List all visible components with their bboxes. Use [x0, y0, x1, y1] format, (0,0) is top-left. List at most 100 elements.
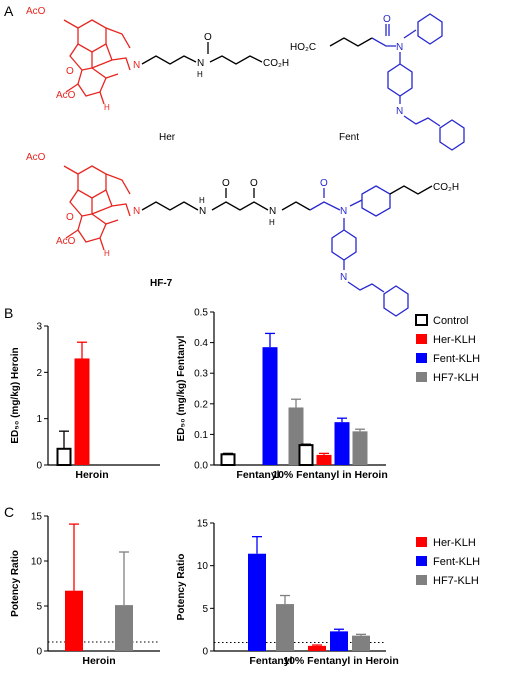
hf7-amide1-n: N	[199, 206, 206, 217]
her-aco-bottom: AcO	[56, 90, 76, 101]
legend-b-label-her: Her-KLH	[433, 334, 476, 346]
her-h: H	[104, 103, 110, 112]
category-label-heroin: Heroin	[82, 655, 115, 667]
bar-hf7-klh-10-fentanyl-in-heroin	[352, 635, 370, 651]
her-amide-n: N	[197, 58, 204, 69]
category-label-heroin: Heroin	[75, 469, 108, 481]
legend-b-swatch-fent	[416, 353, 427, 363]
y-axis-label: ED₅₀ (mg/kg) Heroin	[10, 347, 21, 443]
category-label-fentanyl: Fentanyl	[249, 655, 292, 667]
hf7-aco-top: AcO	[26, 152, 46, 163]
her-linker	[141, 42, 263, 65]
legend-b-swatch-control	[415, 314, 428, 326]
bar-control-heroin	[56, 447, 72, 466]
hf7-morphinan-core	[63, 165, 131, 251]
fent-o: O	[383, 14, 391, 25]
hf7-amide1-o: O	[222, 178, 230, 189]
bar-her-klh-heroin	[65, 590, 83, 651]
hf7-pip-n: N	[340, 272, 347, 283]
her-name: Her	[159, 132, 176, 143]
legend-c-swatch-hf7	[416, 575, 427, 585]
legend-c-label-hf7: HF7-KLH	[433, 575, 479, 587]
structure-fent: HO₂C O N N Fent	[290, 13, 465, 151]
category-label-10-fentanyl-in-heroin: 10% Fentanyl in Heroin	[283, 655, 399, 667]
y-tick-label: 2	[36, 368, 42, 379]
y-tick-label: 0.3	[194, 369, 208, 380]
her-n: N	[133, 60, 140, 71]
legend-b-label-fent: Fent-KLH	[433, 353, 480, 365]
y-tick-label: 15	[197, 519, 209, 530]
fent-amide-n: N	[396, 42, 403, 53]
her-amide-h: H	[197, 70, 203, 79]
hf7-co2h: CO₂H	[433, 182, 459, 193]
bar-fent-klh-fentanyl	[248, 553, 266, 651]
her-ring-o: O	[66, 66, 74, 77]
bar-hf7-klh-fentanyl	[276, 604, 294, 651]
bar-control-10-fentanyl-in-heroin	[298, 444, 314, 466]
chart-b-heroin: 0 1 2 3 ED₅₀ (mg/kg) Heroin Heroin	[10, 322, 160, 481]
y-axis-label: Potency Ratio	[176, 554, 187, 621]
panel-letter-c: C	[4, 504, 14, 520]
bar-hf7-klh-heroin	[115, 605, 133, 651]
legend-c-label-fent: Fent-KLH	[433, 556, 480, 568]
bar-control-fentanyl	[220, 453, 236, 467]
hf7-amide2-o: O	[250, 178, 258, 189]
hf7-acid-chain	[389, 185, 433, 195]
her-co2h: CO₂H	[263, 58, 289, 69]
y-tick-label: 5	[202, 604, 208, 615]
hf7-amide1-h: H	[199, 196, 205, 205]
category-label-10-fentanyl-in-heroin: 10% Fentanyl in Heroin	[272, 469, 388, 481]
hf7-amide3-n: N	[340, 206, 347, 217]
legend-b-swatch-hf7	[416, 372, 427, 382]
hf7-aco-bottom: AcO	[56, 236, 76, 247]
bar-fent-klh-10-fentanyl-in-heroin	[330, 631, 348, 651]
y-tick-label: 15	[31, 512, 43, 523]
fent-ho2c: HO₂C	[290, 42, 316, 53]
chart-c-heroin: 0 5 10 15 Potency Ratio Heroin	[10, 512, 160, 667]
y-tick-label: 3	[36, 322, 42, 333]
y-tick-label: 0.5	[194, 308, 208, 319]
y-tick-label: 0.4	[194, 338, 208, 349]
bar-her-klh-heroin	[74, 358, 90, 465]
category-label-fentanyl: Fentanyl	[236, 469, 279, 481]
structure-hf7: AcO O AcO N H N H O O N H O N N CO₂H HF-…	[26, 152, 459, 317]
her-morphinan-core	[63, 19, 131, 105]
y-tick-label: 0	[36, 647, 42, 658]
panel-letter-a: A	[4, 3, 14, 19]
hf7-amide2-h: H	[269, 218, 275, 227]
bar-fent-klh-fentanyl	[262, 347, 278, 465]
hf7-h: H	[104, 249, 110, 258]
hf7-amide2-n: N	[269, 206, 276, 217]
hf7-name: HF-7	[150, 278, 173, 289]
hf7-amide3-o: O	[320, 178, 328, 189]
legend-b: Control Her-KLH Fent-KLH HF7-KLH	[415, 314, 480, 384]
y-tick-label: 0	[202, 647, 208, 658]
her-amide-o: O	[204, 32, 212, 43]
legend-c-label-her: Her-KLH	[433, 537, 476, 549]
legend-c-swatch-fent	[416, 556, 427, 566]
legend-c-swatch-her	[416, 537, 427, 547]
y-tick-label: 0.1	[194, 430, 208, 441]
y-tick-label: 10	[31, 557, 43, 568]
bar-her-klh-10-fentanyl-in-heroin	[308, 645, 326, 651]
hf7-n: N	[133, 206, 140, 217]
legend-c: Her-KLH Fent-KLH HF7-KLH	[416, 537, 480, 587]
y-tick-label: 10	[197, 561, 209, 572]
y-tick-label: 5	[36, 602, 42, 613]
panel-letter-b: B	[4, 305, 13, 321]
chart-b-fentanyl: 0.0 0.1 0.2 0.3 0.4 0.5 ED₅₀ (mg/kg) Fentanyl F…	[176, 308, 388, 482]
fent-core	[371, 13, 465, 151]
y-tick-label: 0	[36, 461, 42, 472]
fent-name: Fent	[339, 132, 359, 143]
bar-fent-klh-10-fentanyl-in-heroin	[334, 422, 350, 465]
y-tick-label: 0.2	[194, 399, 208, 410]
her-aco-top: AcO	[26, 6, 46, 17]
fent-acid-chain	[329, 37, 373, 47]
y-tick-label: 0.0	[194, 461, 208, 472]
legend-b-label-hf7: HF7-KLH	[433, 372, 479, 384]
hf7-fentanyl-part	[309, 185, 409, 317]
bar-hf7-klh-10-fentanyl-in-heroin	[352, 431, 368, 465]
structure-her: AcO O AcO N H N H O CO₂H Her	[26, 6, 289, 143]
